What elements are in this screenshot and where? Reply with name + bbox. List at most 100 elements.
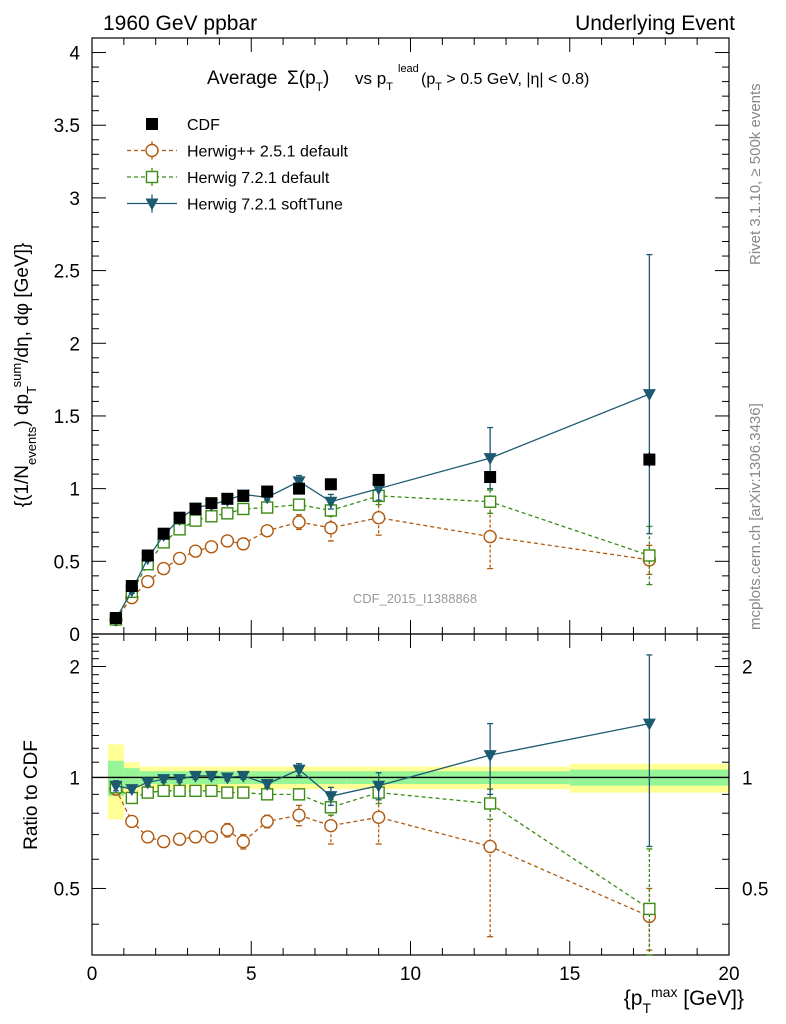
x-tick-label: 10 bbox=[400, 964, 421, 985]
main-title: Average Σ(pT) vs pT lead (pT > 0.5 GeV, … bbox=[207, 63, 589, 94]
svg-text:lead: lead bbox=[398, 63, 419, 75]
y-tick-label: 2.5 bbox=[54, 262, 80, 283]
herwigpp-point bbox=[483, 529, 497, 544]
cdf-point bbox=[189, 502, 202, 515]
softtune-point bbox=[220, 772, 234, 785]
ratio-y-tick-label-right: 0.5 bbox=[742, 879, 768, 900]
herwig-721-point bbox=[292, 498, 306, 511]
legend-label: Herwig 7.2.1 softTune bbox=[187, 197, 343, 214]
main-y-axis-label: {(1/Nevents) dpTsum/dη, dφ [GeV]} bbox=[9, 243, 39, 507]
axes: 0 5 10 15 20 0 0.5 1 1.5 2 2.5 3 3.5 4 0.5 0.5 1 1 2 2 bbox=[54, 37, 768, 985]
herwig-721-point bbox=[221, 507, 234, 520]
herwigpp-point bbox=[172, 551, 187, 566]
herwigpp-point bbox=[204, 540, 219, 554]
ratio-uncertainty-bands bbox=[92, 744, 729, 820]
softtune-point bbox=[642, 718, 656, 731]
header-right: Underlying Event bbox=[575, 12, 735, 35]
svg-text:Average: Average bbox=[207, 68, 277, 89]
herwig-721-point bbox=[205, 784, 218, 798]
series-main-herwigpp bbox=[109, 499, 657, 627]
svg-text:{pTmax [GeV]}: {pTmax [GeV]} bbox=[624, 984, 744, 1016]
herwigpp-point bbox=[125, 814, 139, 829]
herwigpp-point bbox=[236, 537, 250, 551]
cdf-point bbox=[237, 489, 250, 502]
softtune-point bbox=[324, 791, 338, 804]
softtune-point bbox=[173, 774, 187, 787]
cdf-point bbox=[141, 549, 154, 562]
x-tick-label: 5 bbox=[246, 964, 257, 985]
series-line bbox=[115, 788, 650, 917]
series-ratio-herwigpp bbox=[109, 782, 657, 951]
svg-text:(pT > 0.5 GeV, |η| < 0.8): (pT > 0.5 GeV, |η| < 0.8) bbox=[421, 71, 589, 93]
herwigpp-point bbox=[236, 834, 250, 849]
herwigpp-point bbox=[156, 834, 171, 849]
herwigpp-point bbox=[260, 524, 274, 538]
herwigpp-point bbox=[292, 808, 306, 822]
softtune-point bbox=[204, 770, 218, 783]
x-axis-label: {pTmax [GeV]} bbox=[624, 984, 744, 1016]
analysis-watermark: CDF_2015_I1388868 bbox=[353, 591, 477, 606]
herwigpp-point bbox=[188, 830, 203, 844]
x-tick-label: 0 bbox=[87, 964, 98, 985]
herwigpp-point bbox=[220, 823, 235, 837]
cdf-point bbox=[324, 478, 337, 491]
y-tick-label: 2 bbox=[69, 334, 80, 355]
cdf-point bbox=[484, 471, 497, 484]
herwigpp-point bbox=[141, 574, 155, 589]
ratio-y-tick-label: 0.5 bbox=[54, 879, 80, 900]
herwig-721-point bbox=[237, 502, 250, 516]
ratio-y-axis-label: Ratio to CDF bbox=[21, 740, 42, 850]
herwigpp-point bbox=[371, 511, 386, 525]
herwig-721-point bbox=[237, 786, 250, 799]
softtune-point bbox=[145, 198, 159, 211]
y-tick-label: 0 bbox=[69, 625, 80, 646]
y-tick-label: 3.5 bbox=[54, 116, 80, 137]
cdf-point bbox=[221, 492, 234, 505]
y-tick-label: 0.5 bbox=[54, 552, 80, 573]
legend-label: CDF bbox=[187, 117, 220, 134]
series-main-softtune bbox=[109, 253, 656, 627]
softtune-point bbox=[236, 770, 250, 783]
herwig-721-point bbox=[483, 495, 497, 508]
softtune-point bbox=[141, 777, 155, 790]
herwig-721-point bbox=[157, 784, 170, 798]
mcplots-label: mcplots.cern.ch [arXiv:1306.3436] bbox=[747, 403, 764, 630]
y-tick-label: 3 bbox=[69, 189, 80, 210]
header-left: 1960 GeV ppbar bbox=[103, 12, 257, 35]
softtune-point bbox=[372, 780, 386, 793]
legend: CDF Herwig++ 2.5.1 default Herwig 7.2.1 de… bbox=[127, 117, 349, 214]
softtune-point bbox=[483, 750, 497, 763]
x-tick-label: 20 bbox=[718, 964, 739, 985]
cdf-point bbox=[146, 118, 158, 130]
softtune-point bbox=[292, 476, 306, 489]
herwig-721-point bbox=[145, 170, 159, 184]
herwig-721-point bbox=[221, 786, 234, 799]
series-ratio-herwig721 bbox=[109, 781, 656, 956]
legend-label: Herwig++ 2.5.1 default bbox=[187, 144, 349, 161]
cdf-point bbox=[173, 511, 186, 524]
herwigpp-point bbox=[220, 534, 235, 548]
softtune-point bbox=[372, 483, 386, 496]
herwig-721-point bbox=[189, 784, 202, 798]
softtune-point bbox=[642, 389, 656, 402]
series-line bbox=[115, 786, 650, 910]
y-tick-label: 1.5 bbox=[54, 407, 80, 428]
series-ratio-softtune bbox=[109, 654, 656, 848]
svg-text:{(1/Nevents) dpTsum/dη, dφ [Ge: {(1/Nevents) dpTsum/dη, dφ [GeV]} bbox=[9, 243, 39, 507]
ratio-y-tick-label: 1 bbox=[69, 768, 80, 789]
herwigpp-point bbox=[156, 561, 171, 576]
herwigpp-point bbox=[145, 143, 159, 158]
softtune-point bbox=[483, 453, 497, 466]
herwig-721-point bbox=[292, 788, 306, 801]
cdf-point bbox=[109, 612, 122, 625]
softtune-point bbox=[109, 780, 123, 793]
herwig-721-point bbox=[173, 784, 186, 798]
herwigpp-point bbox=[292, 515, 306, 529]
cdf-point bbox=[261, 485, 274, 498]
ratio-y-tick-label: 2 bbox=[69, 657, 80, 678]
cdf-point bbox=[205, 497, 218, 510]
herwig-721-point bbox=[205, 510, 218, 523]
herwig-721-point bbox=[643, 902, 656, 916]
herwigpp-point bbox=[188, 544, 203, 558]
herwig-721-point bbox=[483, 797, 497, 810]
